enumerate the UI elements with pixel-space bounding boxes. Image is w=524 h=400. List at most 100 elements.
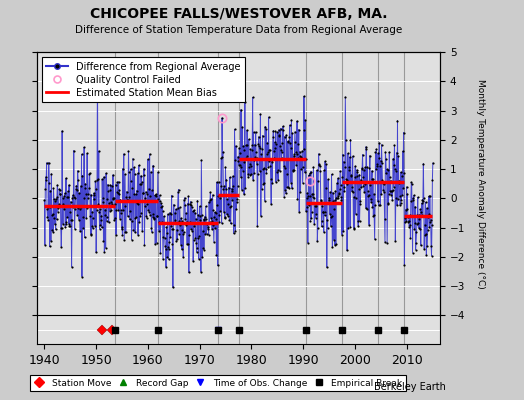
Point xyxy=(61,218,70,225)
Point xyxy=(128,185,137,192)
Point xyxy=(380,216,389,222)
Point xyxy=(222,176,231,183)
Point xyxy=(209,207,217,214)
Point xyxy=(77,183,85,189)
Point xyxy=(270,154,278,161)
Point xyxy=(424,193,433,200)
Point xyxy=(199,216,208,223)
Point xyxy=(420,246,429,252)
Point xyxy=(305,202,313,208)
Point xyxy=(73,211,81,218)
Point xyxy=(416,206,424,213)
Point xyxy=(265,147,274,154)
Point xyxy=(218,115,226,121)
Point xyxy=(233,196,242,202)
Point xyxy=(374,150,383,157)
Point xyxy=(136,210,145,216)
Point xyxy=(165,246,173,252)
Point xyxy=(405,223,413,230)
Point xyxy=(211,209,219,216)
Point xyxy=(145,209,154,215)
Legend: Station Move, Record Gap, Time of Obs. Change, Empirical Break: Station Move, Record Gap, Time of Obs. C… xyxy=(30,375,406,391)
Point xyxy=(172,206,180,212)
Point xyxy=(219,154,227,161)
Point xyxy=(215,212,223,218)
Point xyxy=(86,231,95,237)
Point xyxy=(409,197,418,203)
Point xyxy=(290,166,298,173)
Point xyxy=(234,153,242,160)
Point xyxy=(155,219,163,225)
Point xyxy=(163,211,172,217)
Point xyxy=(115,187,124,194)
Point xyxy=(45,180,53,186)
Point xyxy=(166,210,174,216)
Point xyxy=(310,221,319,227)
Point xyxy=(250,170,258,176)
Point xyxy=(270,139,279,146)
Point xyxy=(203,220,211,226)
Point xyxy=(281,165,290,171)
Point xyxy=(66,222,74,229)
Point xyxy=(388,197,397,203)
Point xyxy=(60,193,69,200)
Point xyxy=(291,149,300,155)
Point xyxy=(160,234,169,241)
Point xyxy=(373,163,381,169)
Point xyxy=(148,228,156,235)
Point xyxy=(370,212,378,218)
Point xyxy=(335,186,344,192)
Point xyxy=(368,168,376,174)
Point xyxy=(204,231,213,238)
Point xyxy=(271,128,280,134)
Point xyxy=(100,174,108,180)
Point xyxy=(210,214,219,220)
Point xyxy=(159,234,168,240)
Point xyxy=(346,136,355,143)
Point xyxy=(400,170,408,176)
Point xyxy=(283,171,291,178)
Point xyxy=(260,165,268,171)
Point xyxy=(267,176,275,183)
Point xyxy=(378,160,386,167)
Point xyxy=(313,167,321,174)
Point xyxy=(409,195,417,201)
Point xyxy=(335,191,343,197)
Point xyxy=(364,188,372,194)
Point xyxy=(404,218,412,225)
Point xyxy=(401,215,409,221)
Point xyxy=(296,148,304,155)
Point xyxy=(428,252,436,259)
Point xyxy=(180,195,189,201)
Point xyxy=(288,130,297,136)
Point xyxy=(106,206,115,213)
Point xyxy=(191,234,200,241)
Point xyxy=(340,184,348,190)
Point xyxy=(147,225,156,231)
Point xyxy=(146,212,154,218)
Point xyxy=(341,94,350,100)
Point xyxy=(381,149,390,156)
Point xyxy=(134,201,143,208)
Point xyxy=(130,170,139,177)
Point xyxy=(377,141,386,148)
Point xyxy=(166,234,174,241)
Point xyxy=(325,195,334,201)
Point xyxy=(387,188,396,194)
Point xyxy=(50,215,59,222)
Point xyxy=(303,195,311,202)
Point xyxy=(274,166,282,173)
Point xyxy=(66,223,74,229)
Point xyxy=(333,195,341,201)
Point xyxy=(66,208,74,215)
Point xyxy=(97,212,105,219)
Point xyxy=(392,150,401,156)
Point xyxy=(214,192,222,199)
Point xyxy=(122,229,130,235)
Point xyxy=(321,158,329,165)
Point xyxy=(161,243,169,250)
Point xyxy=(68,195,77,201)
Point xyxy=(364,192,373,198)
Point xyxy=(85,170,93,177)
Point xyxy=(321,209,330,215)
